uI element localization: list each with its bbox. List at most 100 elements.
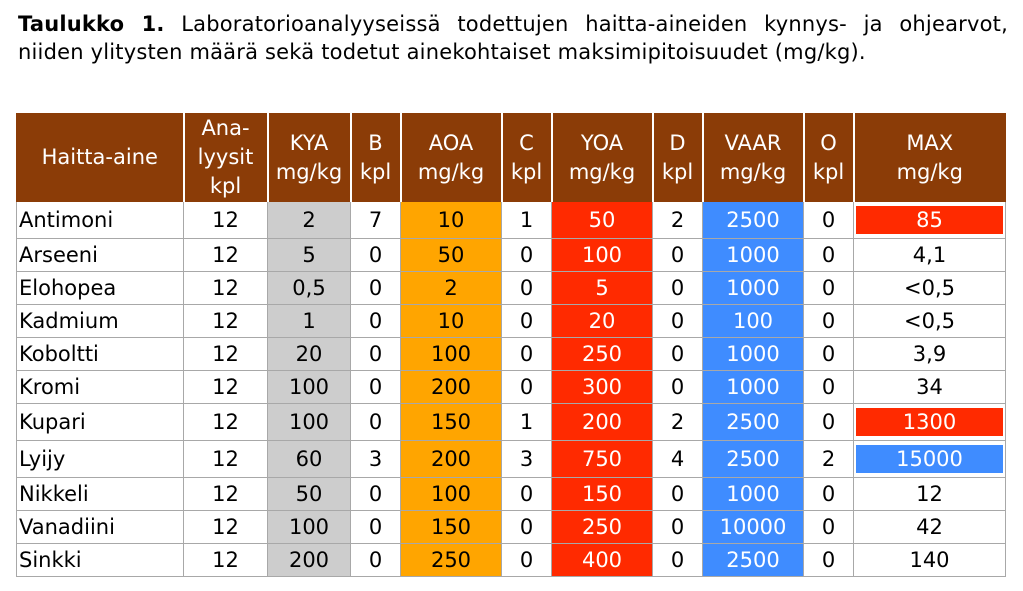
cell-vaar: 1000: [702, 370, 804, 404]
header-max: MAX mg/kg: [852, 113, 1006, 202]
header-aoa: AOA mg/kg: [399, 113, 503, 202]
table-body: Antimoni 12 2 7 10 1 50 2 2500 0 85 Arseeni 12 5 0 50 0 1…: [16, 201, 1006, 577]
cell-analyysit: 12: [183, 370, 268, 404]
cell-haitta-aine: Elohopea: [16, 271, 184, 305]
cell-vaar: 2500: [702, 201, 804, 239]
cell-c: 0: [501, 543, 552, 577]
cell-o: 0: [803, 543, 854, 577]
cell-analyysit: 12: [183, 271, 268, 305]
cell-max: 1300: [853, 403, 1006, 441]
cell-vaar: 2500: [702, 440, 804, 478]
cell-o: 0: [803, 403, 854, 441]
cell-haitta-aine: Kromi: [16, 370, 184, 404]
cell-c: 0: [501, 238, 552, 272]
cell-o: 0: [803, 238, 854, 272]
cell-b: 0: [350, 543, 401, 577]
cell-d: 0: [652, 271, 703, 305]
cell-b: 7: [350, 201, 401, 239]
header-analyysit: Ana-lyysit kpl: [182, 113, 269, 202]
cell-aoa: 10: [400, 304, 502, 338]
cell-b: 0: [350, 510, 401, 544]
cell-analyysit: 12: [183, 477, 268, 511]
header-vaar: VAAR mg/kg: [701, 113, 805, 202]
header-c-line-1: C: [519, 130, 534, 155]
cell-d: 0: [652, 477, 703, 511]
cell-vaar: 10000: [702, 510, 804, 544]
cell-kya: 2: [267, 201, 351, 239]
cell-haitta-aine: Vanadiini: [16, 510, 184, 544]
table-row: Kromi 12 100 0 200 0 300 0 1000 0 34: [16, 370, 1006, 404]
cell-b: 0: [350, 337, 401, 371]
cell-aoa: 200: [400, 440, 502, 478]
header-vaar-line-2: mg/kg: [719, 159, 787, 184]
header-haitta-aine: Haitta-aine: [16, 113, 185, 202]
cell-aoa: 100: [400, 337, 502, 371]
cell-kya: 200: [267, 543, 351, 577]
table-row: Nikkeli 12 50 0 100 0 150 0 1000 0 12: [16, 477, 1006, 511]
cell-c: 0: [501, 271, 552, 305]
cell-o: 0: [803, 201, 854, 239]
cell-yoa: 250: [551, 337, 653, 371]
max-highlight: 1300: [856, 408, 1003, 436]
cell-kya: 100: [267, 370, 351, 404]
cell-haitta-aine: Koboltti: [16, 337, 184, 371]
cell-c: 3: [501, 440, 552, 478]
cell-aoa: 250: [400, 543, 502, 577]
cell-haitta-aine: Kadmium: [16, 304, 184, 338]
cell-c: 0: [501, 370, 552, 404]
cell-vaar: 100: [702, 304, 804, 338]
table-row: Kupari 12 100 0 150 1 200 2 2500 0 1300: [16, 403, 1006, 441]
cell-haitta-aine: Arseeni: [16, 238, 184, 272]
header-b-line-1: B: [368, 130, 383, 155]
cell-o: 0: [803, 510, 854, 544]
cell-analyysit: 12: [183, 543, 268, 577]
cell-max: 12: [853, 477, 1006, 511]
header-haitta-aine-line-1: Haitta-aine: [41, 145, 158, 169]
header-d-line-1: D: [669, 130, 686, 155]
cell-b: 0: [350, 403, 401, 441]
header-max-line-1: MAX: [906, 130, 954, 155]
table-row: Kadmium 12 1 0 10 0 20 0 100 0 <0,5: [16, 304, 1006, 338]
cell-haitta-aine: Sinkki: [16, 543, 184, 577]
header-kya: KYA mg/kg: [266, 113, 352, 202]
cell-kya: 50: [267, 477, 351, 511]
cell-analyysit: 12: [183, 238, 268, 272]
cell-max: 42: [853, 510, 1006, 544]
header-analyysit-line-1: Ana-: [201, 116, 250, 140]
cell-b: 3: [350, 440, 401, 478]
cell-vaar: 2500: [702, 403, 804, 441]
cell-analyysit: 12: [183, 337, 268, 371]
header-kya-line-2: mg/kg: [275, 159, 343, 184]
cell-yoa: 20: [551, 304, 653, 338]
cell-aoa: 150: [400, 403, 502, 441]
max-highlight: 15000: [856, 445, 1003, 473]
cell-kya: 60: [267, 440, 351, 478]
cell-aoa: 150: [400, 510, 502, 544]
cell-yoa: 750: [551, 440, 653, 478]
cell-c: 0: [501, 304, 552, 338]
cell-max: 4,1: [853, 238, 1006, 272]
cell-b: 0: [350, 304, 401, 338]
cell-vaar: 1000: [702, 271, 804, 305]
header-yoa: YOA mg/kg: [550, 113, 654, 202]
cell-d: 0: [652, 543, 703, 577]
cell-d: 2: [652, 403, 703, 441]
cell-c: 0: [501, 337, 552, 371]
header-analyysit-line-3: kpl: [209, 174, 242, 198]
cell-analyysit: 12: [183, 510, 268, 544]
max-highlight: 85: [856, 206, 1003, 234]
cell-vaar: 1000: [702, 337, 804, 371]
cell-yoa: 50: [551, 201, 653, 239]
cell-max: 34: [853, 370, 1006, 404]
header-d-line-2: kpl: [661, 159, 694, 184]
cell-c: 0: [501, 477, 552, 511]
cell-d: 0: [652, 510, 703, 544]
cell-yoa: 100: [551, 238, 653, 272]
cell-vaar: 2500: [702, 543, 804, 577]
cell-yoa: 150: [551, 477, 653, 511]
cell-yoa: 5: [551, 271, 653, 305]
